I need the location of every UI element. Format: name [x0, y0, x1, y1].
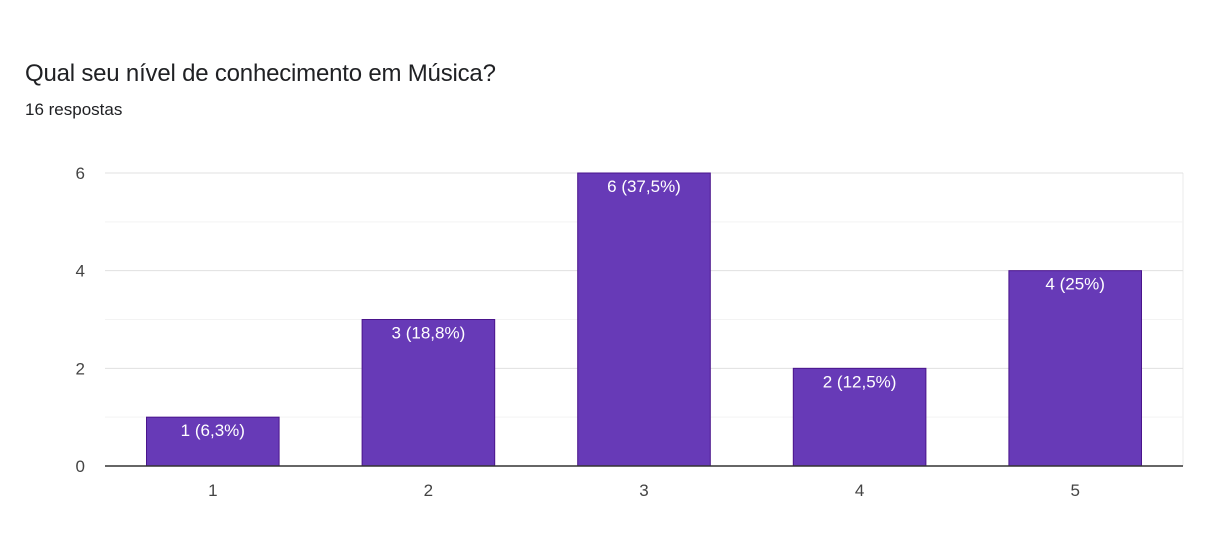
- y-tick-label: 2: [76, 359, 85, 378]
- bar-data-label: 6 (37,5%): [607, 177, 681, 196]
- bar-data-label: 2 (12,5%): [823, 372, 897, 391]
- x-tick-label: 1: [208, 481, 217, 500]
- x-tick-label: 2: [424, 481, 433, 500]
- question-title: Qual seu nível de conhecimento em Música…: [25, 60, 496, 87]
- bar: [792, 367, 927, 467]
- x-tick-label: 5: [1070, 481, 1079, 500]
- x-tick-label: 4: [855, 481, 864, 500]
- bar-data-label: 3 (18,8%): [392, 324, 466, 343]
- y-tick-label: 4: [76, 262, 85, 281]
- bar: [577, 172, 711, 467]
- bar: [1008, 270, 1142, 467]
- y-tick-label: 6: [76, 164, 85, 183]
- bar-data-label: 1 (6,3%): [181, 421, 245, 440]
- y-tick-label: 0: [76, 457, 85, 476]
- bar: [361, 319, 496, 467]
- response-count: 16 respostas: [25, 100, 123, 119]
- bar: [146, 416, 280, 467]
- bar-data-label: 4 (25%): [1045, 275, 1105, 294]
- x-tick-label: 3: [639, 481, 648, 500]
